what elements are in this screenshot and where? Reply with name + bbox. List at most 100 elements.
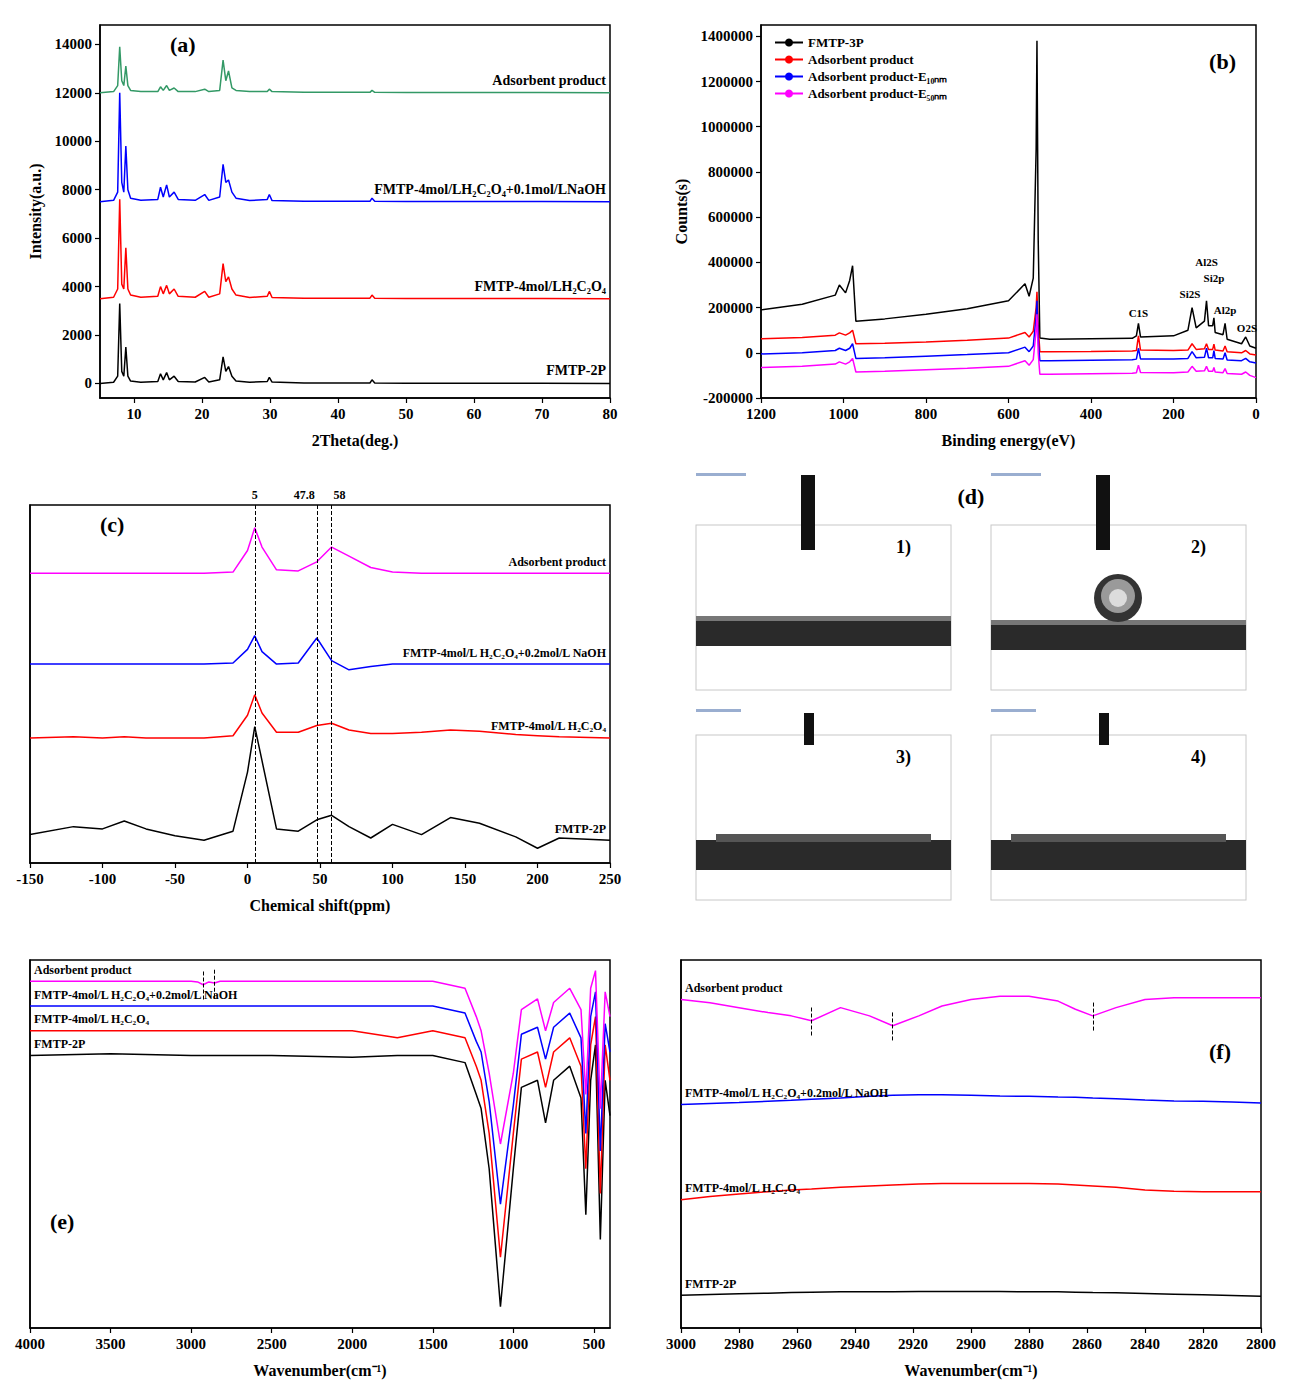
svg-text:Binding energy(eV): Binding energy(eV) [942, 432, 1076, 450]
svg-text:50: 50 [313, 871, 328, 887]
svg-text:FMTP-4mol/L H₂C₂O₄: FMTP-4mol/L H₂C₂O₄ [491, 719, 607, 733]
svg-text:800: 800 [915, 406, 938, 422]
svg-text:Chemical shift(ppm): Chemical shift(ppm) [250, 897, 391, 915]
svg-text:5: 5 [252, 488, 258, 502]
svg-text:Al2p: Al2p [1214, 304, 1237, 316]
svg-text:400000: 400000 [708, 254, 753, 270]
svg-text:2940: 2940 [840, 1336, 870, 1352]
svg-text:FMTP-2P: FMTP-2P [34, 1037, 85, 1051]
svg-text:Si2S: Si2S [1180, 288, 1201, 300]
svg-text:3000: 3000 [666, 1336, 696, 1352]
svg-text:2): 2) [1191, 537, 1206, 558]
svg-text:100: 100 [381, 871, 404, 887]
svg-text:-200000: -200000 [703, 390, 753, 406]
svg-text:0: 0 [1252, 406, 1260, 422]
svg-text:1500: 1500 [418, 1336, 448, 1352]
svg-text:800000: 800000 [708, 164, 753, 180]
svg-text:(a): (a) [170, 32, 196, 57]
svg-text:Si2p: Si2p [1204, 272, 1225, 284]
svg-text:10: 10 [127, 406, 142, 422]
svg-text:Adsorbent product: Adsorbent product [685, 981, 782, 995]
svg-text:FMTP-2P: FMTP-2P [555, 822, 606, 836]
svg-text:2000: 2000 [337, 1336, 367, 1352]
svg-text:FMTP-2P: FMTP-2P [685, 1277, 736, 1291]
svg-text:FMTP-4mol/L H₂C₂O₄+0.2mol/L Na: FMTP-4mol/L H₂C₂O₄+0.2mol/L NaOH [34, 988, 238, 1002]
svg-text:2980: 2980 [724, 1336, 754, 1352]
svg-text:1000000: 1000000 [701, 119, 754, 135]
svg-text:(d): (d) [958, 484, 985, 509]
svg-text:FMTP-4mol/L H₂C₂O₄+0.2mol/L Na: FMTP-4mol/L H₂C₂O₄+0.2mol/L NaOH [403, 646, 607, 660]
svg-text:1): 1) [896, 537, 911, 558]
svg-text:-50: -50 [165, 871, 185, 887]
svg-text:1400000: 1400000 [701, 28, 754, 44]
svg-text:(c): (c) [100, 512, 124, 537]
svg-text:Adsorbent product: Adsorbent product [509, 555, 606, 569]
svg-text:FMTP-4mol/LH₂C₂O₄: FMTP-4mol/LH₂C₂O₄ [474, 279, 606, 294]
svg-text:47.8: 47.8 [294, 488, 315, 502]
svg-text:(b): (b) [1209, 49, 1236, 74]
svg-text:Al2S: Al2S [1195, 256, 1218, 268]
svg-text:0: 0 [85, 375, 93, 391]
svg-text:2500: 2500 [257, 1336, 287, 1352]
svg-text:2860: 2860 [1072, 1336, 1102, 1352]
svg-text:50: 50 [399, 406, 414, 422]
svg-text:Intensity(a.u.): Intensity(a.u.) [27, 163, 45, 259]
svg-text:-100: -100 [89, 871, 117, 887]
svg-text:600000: 600000 [708, 209, 753, 225]
svg-text:2Theta(deg.): 2Theta(deg.) [312, 432, 399, 450]
svg-text:1200: 1200 [746, 406, 776, 422]
svg-text:8000: 8000 [62, 182, 92, 198]
svg-text:0: 0 [746, 345, 754, 361]
svg-text:200: 200 [1162, 406, 1185, 422]
svg-text:4000: 4000 [62, 279, 92, 295]
svg-text:(f): (f) [1209, 1039, 1231, 1064]
svg-text:Adsorbent product: Adsorbent product [34, 963, 131, 977]
svg-text:2000: 2000 [62, 327, 92, 343]
svg-text:1000: 1000 [829, 406, 859, 422]
svg-text:20: 20 [195, 406, 210, 422]
svg-text:Adsorbent product: Adsorbent product [492, 73, 606, 88]
svg-text:(e): (e) [50, 1209, 74, 1234]
svg-text:500: 500 [583, 1336, 606, 1352]
svg-text:FMTP-4mol/L H₂C₂O₄: FMTP-4mol/L H₂C₂O₄ [34, 1012, 150, 1026]
svg-text:FMTP-3P: FMTP-3P [808, 35, 864, 50]
svg-text:2920: 2920 [898, 1336, 928, 1352]
svg-text:150: 150 [454, 871, 477, 887]
svg-text:O2S: O2S [1237, 322, 1257, 334]
svg-text:2960: 2960 [782, 1336, 812, 1352]
svg-text:58: 58 [334, 488, 346, 502]
svg-text:3500: 3500 [96, 1336, 126, 1352]
svg-text:2820: 2820 [1188, 1336, 1218, 1352]
svg-text:2800: 2800 [1246, 1336, 1276, 1352]
svg-text:600: 600 [997, 406, 1020, 422]
svg-text:FMTP-4mol/L H₂C₂O₄: FMTP-4mol/L H₂C₂O₄ [685, 1181, 801, 1195]
svg-text:400: 400 [1080, 406, 1103, 422]
svg-text:10000: 10000 [55, 133, 93, 149]
svg-text:2880: 2880 [1014, 1336, 1044, 1352]
svg-text:2900: 2900 [956, 1336, 986, 1352]
svg-text:12000: 12000 [55, 85, 93, 101]
svg-text:200: 200 [526, 871, 549, 887]
svg-text:4000: 4000 [15, 1336, 45, 1352]
svg-text:6000: 6000 [62, 230, 92, 246]
svg-text:FMTP-4mol/L H₂C₂O₄+0.2mol/L Na: FMTP-4mol/L H₂C₂O₄+0.2mol/L NaOH [685, 1086, 889, 1100]
svg-text:FMTP-2P: FMTP-2P [546, 363, 606, 378]
svg-text:3): 3) [896, 747, 911, 768]
svg-text:Wavenumber(cm⁻¹): Wavenumber(cm⁻¹) [253, 1362, 386, 1380]
svg-text:Adsorbent product: Adsorbent product [808, 52, 914, 67]
svg-text:0: 0 [244, 871, 252, 887]
svg-text:Counts(s): Counts(s) [673, 179, 691, 245]
svg-text:30: 30 [263, 406, 278, 422]
svg-text:FMTP-4mol/LH₂C₂O₄+0.1mol/LNaOH: FMTP-4mol/LH₂C₂O₄+0.1mol/LNaOH [374, 182, 606, 197]
svg-text:-150: -150 [16, 871, 44, 887]
svg-text:80: 80 [603, 406, 618, 422]
svg-text:1200000: 1200000 [701, 74, 754, 90]
svg-text:3000: 3000 [176, 1336, 206, 1352]
svg-text:60: 60 [467, 406, 482, 422]
svg-text:1000: 1000 [498, 1336, 528, 1352]
svg-text:200000: 200000 [708, 300, 753, 316]
svg-text:40: 40 [331, 406, 346, 422]
svg-text:2840: 2840 [1130, 1336, 1160, 1352]
svg-text:14000: 14000 [55, 36, 93, 52]
svg-text:Adsorbent product-E₁₀ₙₘ: Adsorbent product-E₁₀ₙₘ [808, 69, 947, 84]
